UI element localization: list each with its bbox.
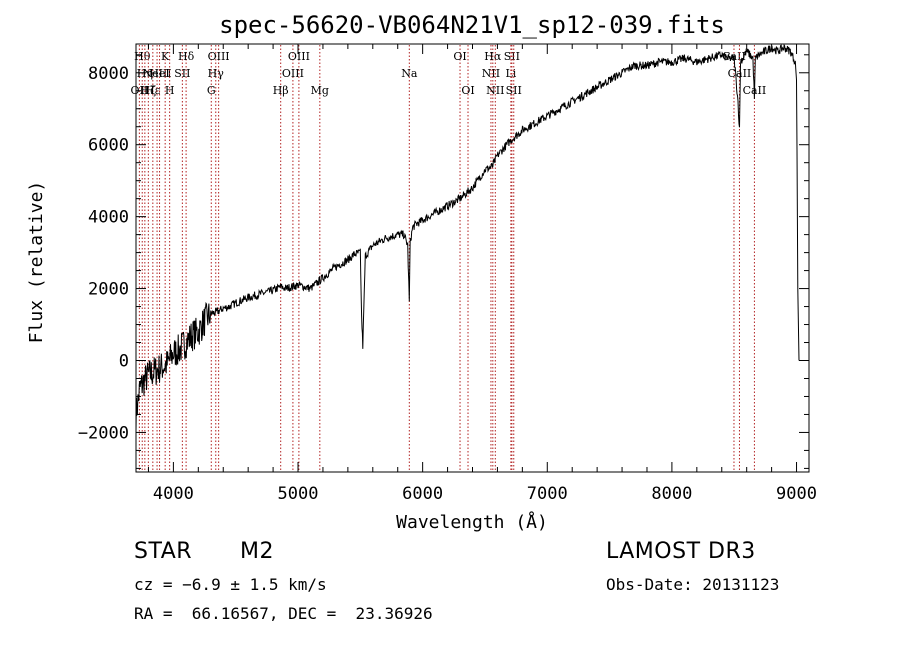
line-marker-label: CaII <box>728 67 752 80</box>
y-tick-label: 6000 <box>88 136 129 156</box>
line-marker-label: OI <box>453 50 466 63</box>
line-marker-label: Hζ <box>141 84 157 97</box>
line-marker-label: Hα <box>484 50 502 63</box>
line-marker-label: Mg <box>311 84 329 97</box>
line-marker-label: OIII <box>208 50 230 63</box>
line-marker-label: K <box>161 50 170 63</box>
line-marker-label: SII <box>504 50 520 63</box>
redshift-velocity: cz = −6.9 ± 1.5 km/s <box>134 575 327 594</box>
line-marker-label: HeI <box>149 67 169 80</box>
line-marker-label: NII <box>482 67 500 80</box>
object-class: STAR <box>134 539 193 564</box>
x-tick-label: 8000 <box>651 484 692 504</box>
plot-frame <box>135 43 810 473</box>
object-subclass: M2 <box>240 539 274 564</box>
y-tick-label: 8000 <box>88 64 129 84</box>
y-axis-label: Flux (relative) <box>26 181 47 344</box>
line-marker-label: Hη <box>137 67 153 80</box>
line-marker-label: H <box>165 84 175 97</box>
line-marker-label: Hβ <box>273 84 289 97</box>
survey-name: LAMOST DR3 <box>606 539 756 564</box>
line-marker-label: OIII <box>282 67 304 80</box>
line-marker-label: Hε <box>145 84 161 97</box>
line-marker-label: Li <box>505 67 516 80</box>
line-marker-label: NII <box>486 84 504 97</box>
spectrum-line <box>135 43 800 431</box>
y-tick-label: 0 <box>119 352 129 372</box>
x-tick-label: 7000 <box>527 484 568 504</box>
line-marker-label: Hδ <box>178 50 195 63</box>
y-tick-label: 2000 <box>88 280 129 300</box>
line-marker-label: NeIII <box>142 67 171 80</box>
x-tick-label: 6000 <box>402 484 443 504</box>
x-tick-label: 5000 <box>278 484 319 504</box>
line-marker-label: Hθ <box>134 50 151 63</box>
line-marker-label: Hγ <box>208 67 225 80</box>
line-marker-label: OI <box>461 84 474 97</box>
line-marker-label: Na <box>401 67 418 80</box>
chart-title: spec-56620-VB064N21V1_sp12-039.fits <box>219 11 725 39</box>
y-tick-label: 4000 <box>88 208 129 228</box>
line-marker-label: G <box>207 84 216 97</box>
observation-date: Obs-Date: 20131123 <box>606 575 780 594</box>
x-axis-label: Wavelength (Å) <box>396 511 548 533</box>
line-marker-label: SII <box>174 67 190 80</box>
sky-coordinates: RA = 66.16567, DEC = 23.36926 <box>134 604 433 623</box>
line-marker-label: SII <box>506 84 522 97</box>
x-tick-label: 9000 <box>776 484 817 504</box>
line-marker-label: OIII <box>288 50 310 63</box>
y-tick-label: −2000 <box>78 423 129 443</box>
x-tick-label: 4000 <box>153 484 194 504</box>
